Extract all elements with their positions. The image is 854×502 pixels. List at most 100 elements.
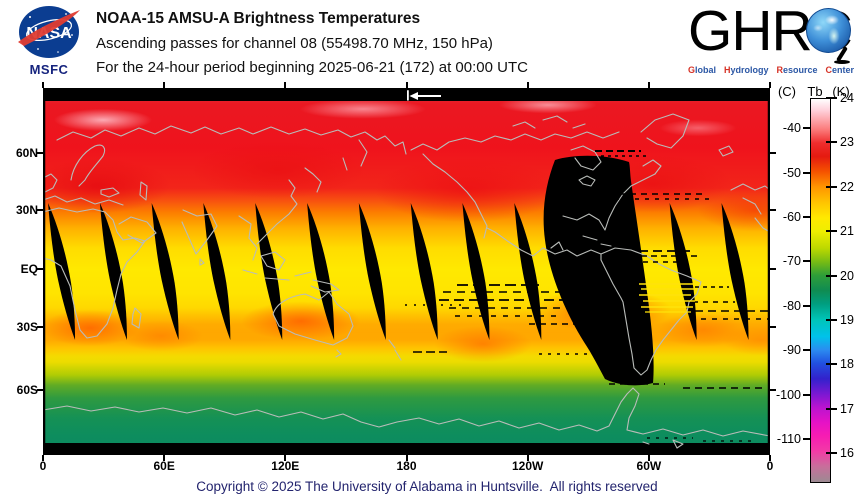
colorbar-celsius-label: (C) [777, 84, 797, 99]
x-axis-label: 0 [766, 459, 774, 473]
y-axis-tick [37, 152, 43, 154]
colorbar-celsius-tick-label: -50 [782, 165, 801, 180]
colorbar-kelvin-tick [826, 363, 837, 366]
x-axis-label: 120E [271, 459, 300, 473]
ghrc-logo: GHRC Global Hydrology Resource Center [688, 2, 854, 80]
copyright-notice: Copyright © 2025 The University of Alaba… [196, 479, 658, 494]
ghrc-tagline-word: Center [825, 65, 854, 75]
colorbar-kelvin-tick-label: 200 [840, 268, 854, 283]
colorbar-celsius-tick [803, 216, 810, 218]
y-axis-tick-right [770, 268, 776, 270]
colorbar-celsius-tick [803, 349, 810, 352]
scan-line-artifacts [405, 150, 770, 442]
y-axis-tick [37, 268, 43, 270]
ghrc-tagline-word: Hydrology [724, 65, 769, 75]
nasa-meatball-icon: NASA [18, 6, 80, 58]
title-block: NOAA-15 AMSU-A Brightness Temperatures A… [96, 7, 528, 81]
x-axis-tick-top [647, 82, 650, 88]
polar-no-data-bands [43, 88, 770, 455]
x-axis-label: 60W [636, 459, 662, 473]
swath-scan-stripes [639, 283, 695, 313]
colorbar-celsius-tick [803, 127, 810, 130]
orbit-gap-wedge [203, 203, 231, 340]
x-axis-tick [769, 455, 771, 461]
colorbar-kelvin-tick [826, 97, 837, 99]
coastlines [43, 113, 770, 449]
colorbar-celsius-tick-label: -80 [782, 298, 801, 313]
ghrc-tagline-word: Resource [776, 65, 818, 75]
colorbar-celsius-tick-label: -90 [782, 343, 801, 358]
orbit-gap-wedge [514, 203, 542, 340]
x-axis-tick-top [769, 82, 771, 88]
colorbar-kelvin-tick-label: 170 [840, 401, 854, 416]
ghrc-globe-base [834, 60, 850, 64]
x-axis-label: 120W [512, 459, 544, 473]
colorbar-kelvin-tick-label: 190 [840, 313, 854, 327]
colorbar-kelvin-tick-label: 180 [840, 357, 854, 372]
colorbar-kelvin-tick-label: 210 [840, 224, 854, 239]
ghrc-globe-icon [806, 8, 851, 53]
x-axis-tick [647, 455, 650, 461]
x-axis-tick-top [284, 82, 287, 88]
colorbar-celsius-tick-label: -60 [782, 210, 801, 224]
x-axis-tick [526, 455, 529, 461]
ghrc-tagline-word: Global [688, 65, 717, 75]
colorbar-celsius-tick-label: -70 [782, 254, 801, 269]
colorbar-celsius-tick-label: -40 [782, 121, 801, 136]
colorbar-tb-label: Tb [807, 84, 823, 99]
x-axis-label: 180 [396, 459, 417, 473]
y-axis-tick-right [770, 152, 776, 154]
orbit-gap-wedge [151, 203, 179, 340]
colorbar-celsius-tick [803, 304, 810, 307]
subtitle-period: For the 24-hour period beginning 2025-06… [96, 59, 528, 77]
orbit-gap-wedge [307, 203, 335, 340]
colorbar-header: (C) Tb (K) [772, 84, 854, 99]
x-axis-tick-top [405, 82, 408, 88]
map-frame [43, 88, 770, 455]
orbit-gap-wedge [48, 203, 76, 340]
colorbar-kelvin-tick [826, 274, 837, 277]
colorbar-kelvin-tick [826, 185, 837, 188]
x-axis-tick-top [42, 82, 44, 88]
colorbar-kelvin-tick [826, 141, 837, 144]
colorbar-celsius-tick-label: -100 [775, 387, 801, 402]
orbit-gap-wedge [669, 203, 697, 340]
page-title: NOAA-15 AMSU-A Brightness Temperatures [96, 10, 421, 27]
orbit-gap-wedge [462, 203, 490, 340]
colorbar-kelvin-tick-label: 240 [840, 91, 854, 105]
y-axis-tick-right [770, 326, 776, 328]
colorbar-kelvin-tick [826, 452, 837, 455]
x-axis-tick-top [526, 82, 529, 88]
x-axis-tick-top [163, 82, 166, 88]
y-axis-label: 30S [16, 320, 38, 334]
y-axis-label: 30N [15, 203, 38, 217]
x-axis-tick [405, 455, 408, 461]
x-axis-label: 60E [153, 459, 175, 473]
y-axis-label: 60N [15, 146, 38, 160]
y-axis-tick [37, 209, 43, 211]
x-axis-tick [163, 455, 166, 461]
colorbar-kelvin-tick [826, 230, 837, 233]
colorbar-kelvin-tick-label: 230 [840, 135, 854, 150]
colorbar-celsius-tick [803, 393, 810, 396]
orbit-gap-wedge [255, 203, 283, 340]
y-axis-label: 60S [16, 383, 38, 397]
orbit-gap-wedge [721, 203, 749, 340]
y-axis-tick [37, 326, 43, 328]
msfc-label: MSFC [29, 62, 69, 77]
y-axis-tick-right [770, 389, 776, 391]
y-axis-tick [37, 389, 43, 391]
x-axis-tick [284, 455, 287, 461]
colorbar-celsius-tick [803, 438, 810, 440]
colorbar-celsius-tick [803, 171, 810, 174]
colorbar [810, 98, 831, 483]
y-axis-label: EQ [20, 262, 38, 276]
x-axis-label: 0 [39, 459, 47, 473]
map-overlay [43, 88, 770, 455]
brightness-temperature-map [43, 88, 770, 455]
y-axis-tick-right [770, 209, 776, 211]
orbit-gap-wedge [410, 203, 438, 340]
colorbar-kelvin-tick [826, 319, 837, 321]
colorbar-kelvin-tick [826, 407, 837, 410]
nasa-logo: NASA MSFC [14, 5, 84, 77]
